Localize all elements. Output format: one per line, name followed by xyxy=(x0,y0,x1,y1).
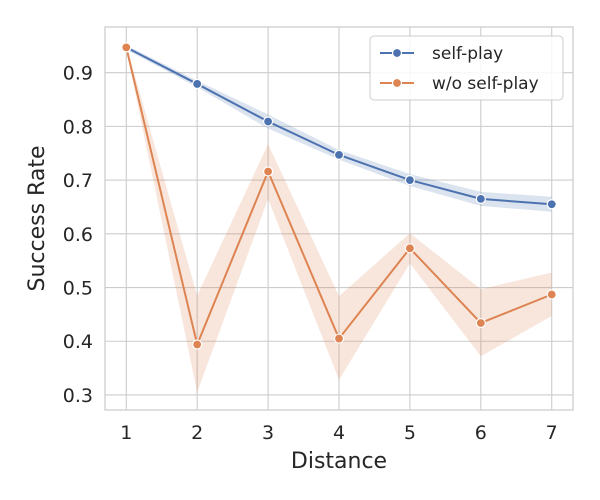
x-axis-title: Distance xyxy=(291,449,387,474)
x-tick-label: 6 xyxy=(475,422,487,444)
y-tick-label: 0.7 xyxy=(63,170,93,192)
plot-frame xyxy=(104,26,574,411)
y-tick-labels: 0.3 0.4 0.5 0.6 0.7 0.8 0.9 xyxy=(63,63,93,407)
legend-self-play-label: self-play xyxy=(432,44,503,64)
without-self-play-confidence-band xyxy=(126,45,552,393)
legend: self-play w/o self-play xyxy=(369,35,564,101)
x-tick-labels: 1 2 3 4 5 6 7 xyxy=(120,422,558,444)
y-tick-label: 0.6 xyxy=(63,224,93,246)
self-play-point xyxy=(404,174,416,186)
series-markers xyxy=(121,42,557,350)
self-play-confidence-band xyxy=(126,45,552,212)
without-self-play-point xyxy=(262,166,274,177)
self-play-point xyxy=(475,193,486,204)
x-tick-label: 7 xyxy=(546,422,558,444)
y-tick-label: 0.8 xyxy=(63,116,93,138)
x-tick-label: 5 xyxy=(404,422,416,444)
self-play-point xyxy=(333,149,345,160)
without-self-play-point xyxy=(546,289,557,300)
x-tick-label: 2 xyxy=(191,422,203,444)
without-self-play-point xyxy=(333,333,345,344)
without-self-play-point xyxy=(404,243,416,254)
legend-without-self-play-label: w/o self-play xyxy=(432,74,539,94)
self-play-point xyxy=(262,116,274,127)
horizontal-gridlines xyxy=(105,72,573,396)
self-play-point xyxy=(192,78,203,90)
y-tick-label: 0.4 xyxy=(63,331,93,353)
legend-box xyxy=(369,35,564,101)
without-self-play-point xyxy=(475,317,486,329)
without-self-play-point xyxy=(192,339,203,350)
y-tick-label: 0.3 xyxy=(63,385,93,407)
confidence-bands xyxy=(126,45,552,393)
vertical-gridlines xyxy=(125,27,553,410)
y-tick-label: 0.9 xyxy=(63,63,93,85)
without-self-play-point xyxy=(121,42,132,53)
legend-without-self-play-marker xyxy=(391,77,403,89)
self-play-point xyxy=(546,199,557,210)
x-tick-label: 4 xyxy=(333,422,345,444)
x-tick-label: 3 xyxy=(262,422,274,444)
x-tick-label: 1 xyxy=(120,422,132,444)
legend-self-play-marker xyxy=(391,47,403,59)
y-tick-label: 0.5 xyxy=(63,278,93,300)
y-axis-title: Success Rate xyxy=(25,146,50,292)
